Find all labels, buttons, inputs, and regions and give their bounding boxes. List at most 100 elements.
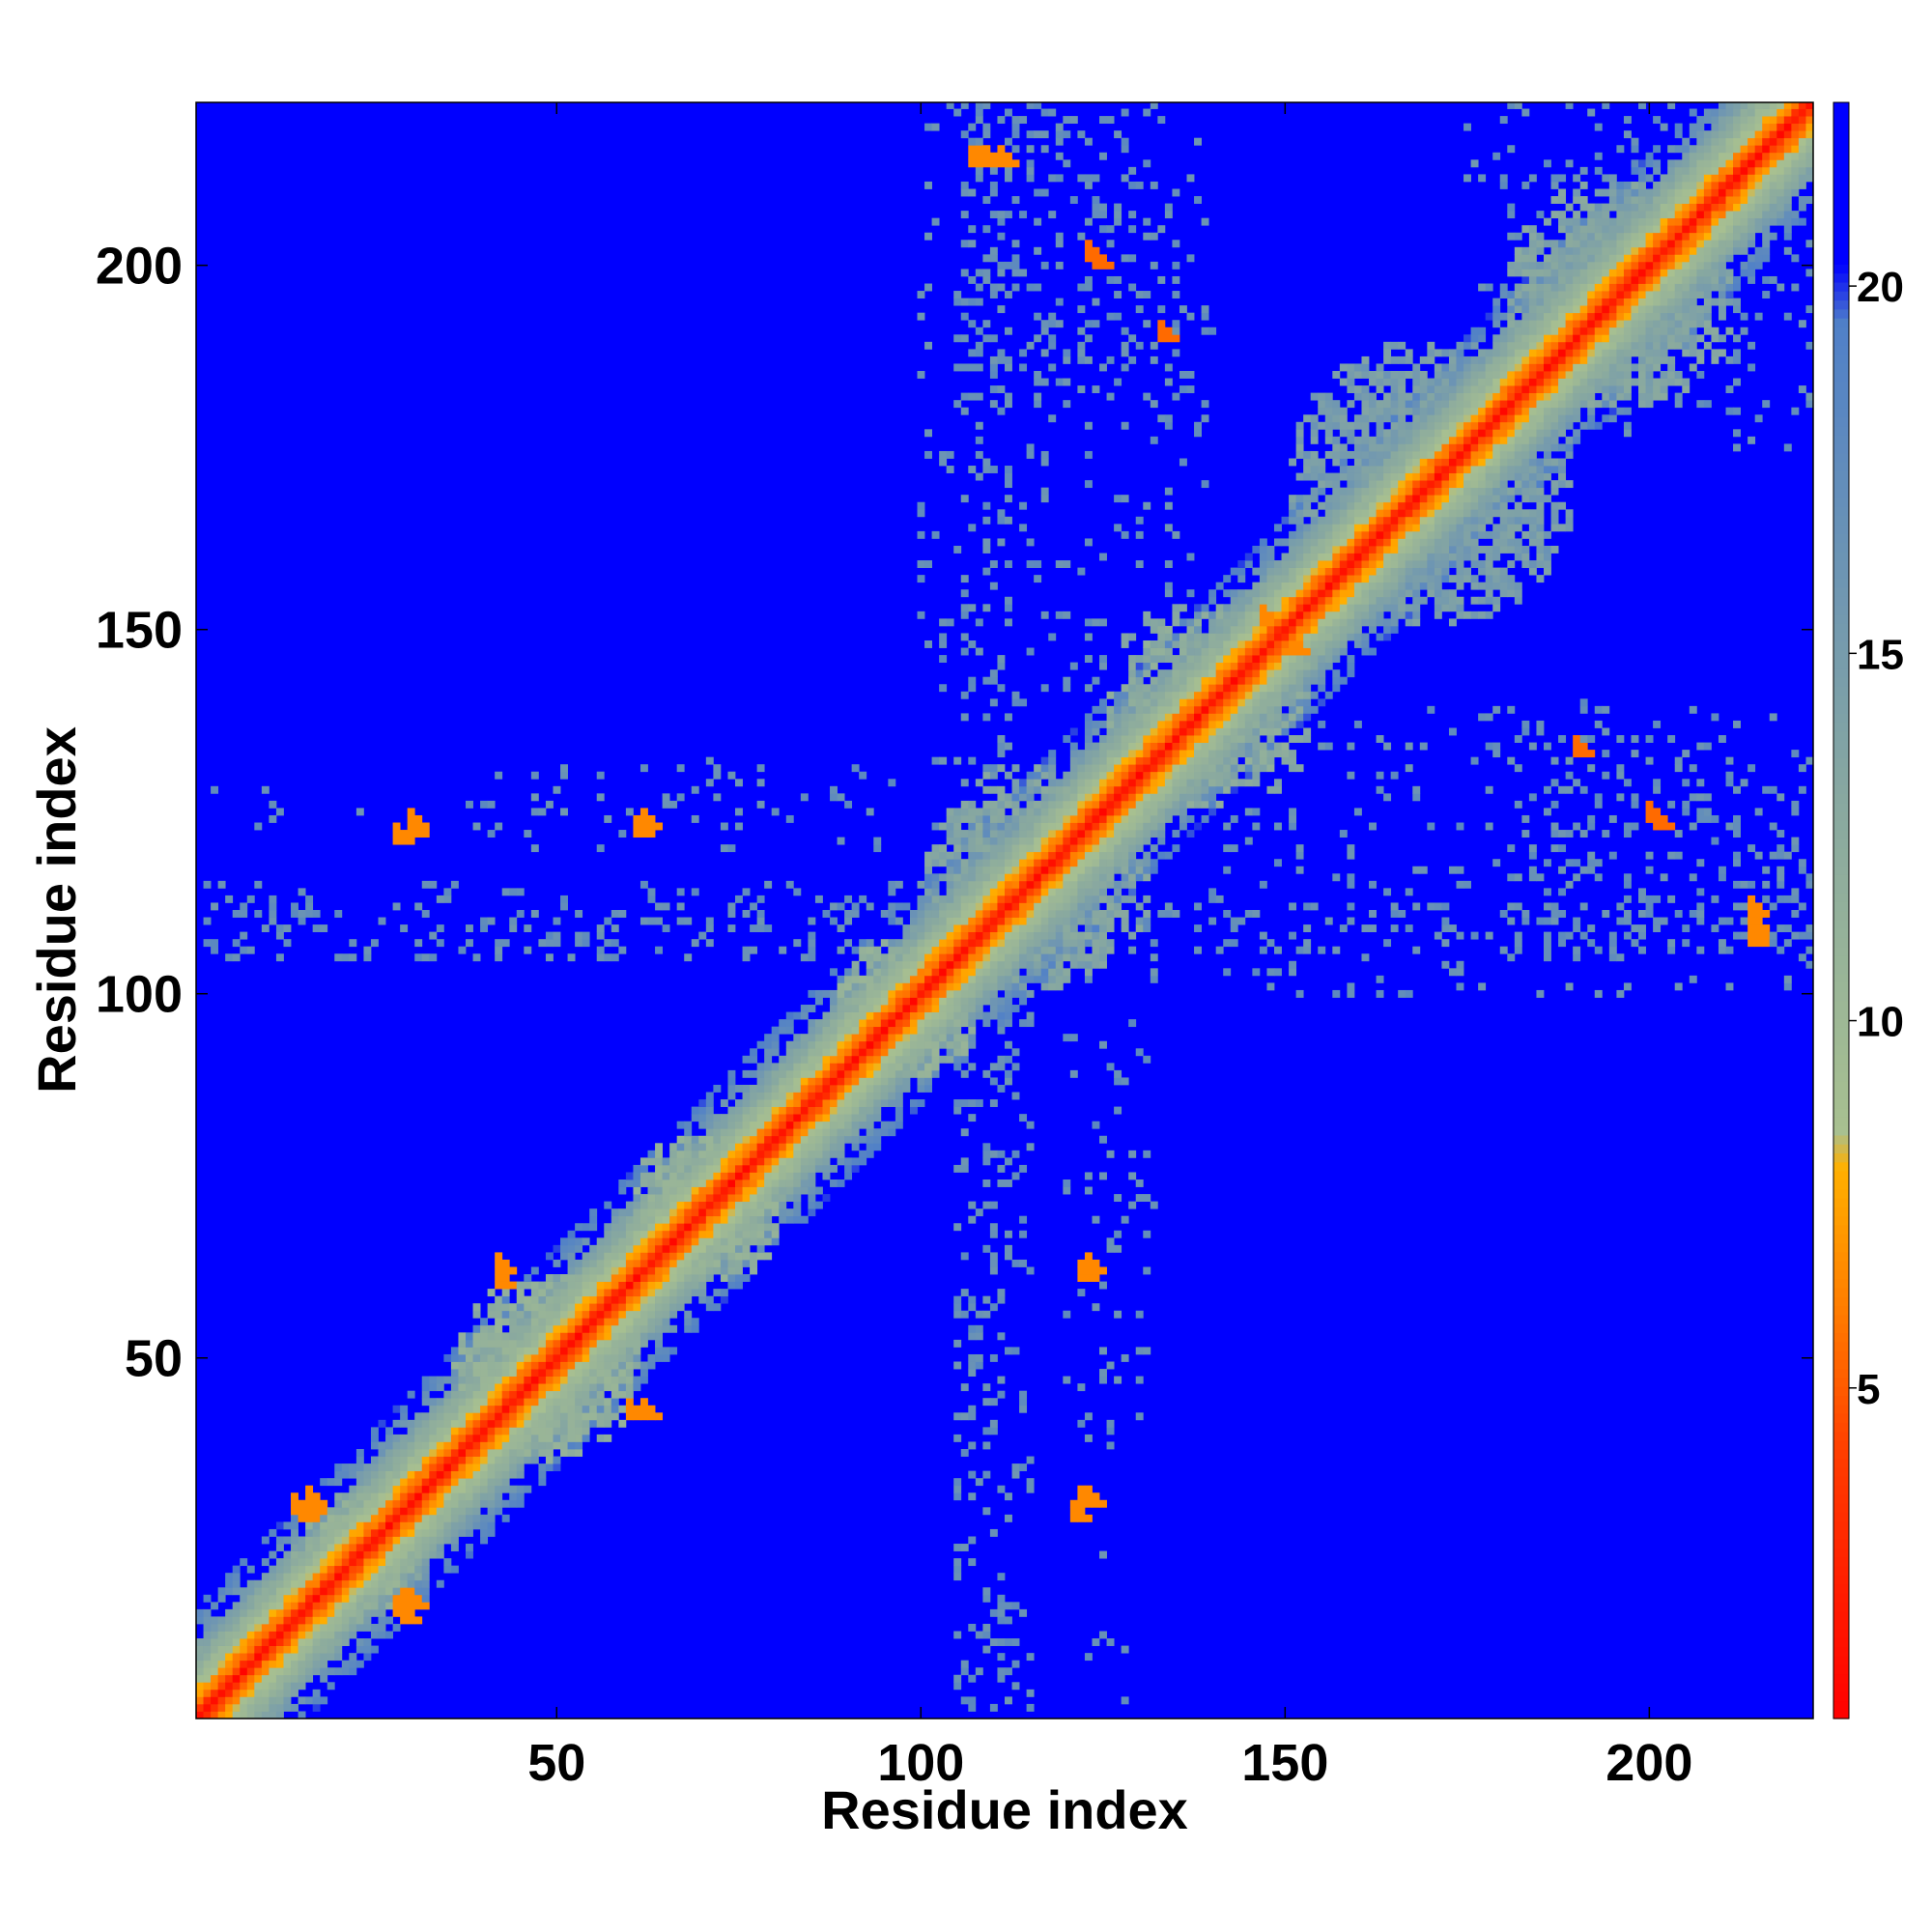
heatmap-cell (639, 1295, 648, 1304)
heatmap-cell (283, 1594, 292, 1603)
heatmap-cell (844, 1040, 853, 1049)
heatmap-cell (1099, 837, 1107, 845)
heatmap-cell (298, 1616, 306, 1625)
heatmap-cell (895, 1084, 903, 1093)
heatmap-cell (414, 1485, 423, 1493)
heatmap-cell (232, 1638, 241, 1646)
heatmap-cell (1150, 1201, 1158, 1209)
heatmap-cell (713, 1208, 722, 1217)
heatmap-cell (472, 1310, 481, 1319)
heatmap-cell (567, 1412, 576, 1421)
heatmap-cell (1201, 662, 1209, 670)
heatmap-cell (880, 1034, 889, 1042)
heatmap-cell (370, 1456, 379, 1464)
heatmap-cell (676, 1179, 685, 1187)
heatmap-cell (305, 1623, 314, 1632)
heatmap-cell (1215, 662, 1224, 670)
heatmap-cell (1135, 676, 1144, 685)
heatmap-cell (713, 764, 722, 773)
heatmap-cell (1157, 327, 1166, 335)
heatmap-cell (604, 1332, 612, 1341)
heatmap-cell (1005, 1244, 1012, 1253)
heatmap-cell (1099, 1172, 1107, 1180)
heatmap-cell (1121, 785, 1129, 794)
heatmap-cell (873, 982, 882, 991)
heatmap-cell (639, 1194, 648, 1203)
heatmap-cell (837, 902, 845, 911)
heatmap-cell (1150, 953, 1158, 962)
heatmap-cell (378, 1594, 386, 1603)
heatmap-cell (472, 1339, 481, 1348)
heatmap-cell (1150, 341, 1158, 350)
heatmap-cell (1114, 275, 1122, 284)
heatmap-cell (334, 1645, 343, 1654)
heatmap-cell (1114, 800, 1122, 809)
heatmap-cell (217, 1645, 226, 1654)
heatmap-cell (676, 1215, 685, 1224)
heatmap-cell (567, 1441, 576, 1450)
heatmap-cell (1040, 764, 1049, 773)
heatmap-cell (1179, 691, 1187, 699)
heatmap-cell (501, 1318, 510, 1326)
heatmap-cell (1055, 298, 1064, 306)
heatmap-cell (567, 1281, 576, 1290)
heatmap-cell (246, 1667, 255, 1676)
heatmap-cell (924, 1019, 932, 1028)
heatmap-cell (1055, 123, 1064, 131)
heatmap-cell (742, 1186, 751, 1195)
heatmap-cell (931, 1069, 940, 1078)
heatmap-cell (400, 1544, 409, 1551)
heatmap-cell (997, 1084, 1006, 1093)
heatmap-cell (639, 1376, 648, 1384)
heatmap-cell (902, 1084, 911, 1093)
heatmap-cell (1034, 844, 1042, 853)
heatmap-cell (1005, 910, 1012, 918)
heatmap-cell (676, 1303, 685, 1312)
heatmap-cell (837, 1026, 845, 1035)
heatmap-cell (982, 123, 991, 131)
heatmap-cell (1077, 814, 1086, 823)
heatmap-cell (305, 1616, 314, 1625)
heatmap-cell (1063, 1179, 1071, 1187)
heatmap-cell (953, 873, 962, 882)
heatmap-cell (1092, 866, 1100, 874)
heatmap-cell (320, 1631, 328, 1639)
heatmap-cell (1034, 392, 1042, 401)
heatmap-cell (676, 888, 685, 896)
heatmap-cell (501, 1369, 510, 1377)
heatmap-cell (378, 1485, 386, 1493)
heatmap-cell (349, 1653, 357, 1662)
heatmap-cell (1092, 880, 1100, 889)
heatmap-cell (553, 1398, 561, 1406)
heatmap-cell (931, 968, 940, 977)
heatmap-cell (1164, 327, 1173, 335)
heatmap-cell (1135, 684, 1144, 693)
heatmap-cell (400, 1579, 409, 1588)
heatmap-cell (538, 1353, 547, 1362)
heatmap-cell (1179, 720, 1187, 728)
heatmap-cell (808, 1034, 816, 1042)
heatmap-cell (989, 997, 998, 1006)
heatmap-cell (450, 1390, 459, 1399)
heatmap-cell (1011, 1048, 1020, 1057)
heatmap-cell (545, 1303, 554, 1312)
heatmap-cell (1077, 283, 1086, 292)
heatmap-cell (1121, 844, 1129, 853)
heatmap-cell (997, 735, 1006, 743)
heatmap-cell (575, 1449, 583, 1457)
heatmap-cell (1055, 261, 1064, 270)
heatmap-cell (662, 1289, 670, 1297)
heatmap-cell (261, 1674, 270, 1683)
heatmap-cell (639, 1223, 648, 1232)
heatmap-cell (254, 910, 263, 918)
heatmap-cell (960, 880, 969, 889)
heatmap-cell (1069, 902, 1078, 911)
heatmap-cell (1019, 924, 1028, 933)
heatmap-cell (1099, 720, 1107, 728)
heatmap-cell (924, 232, 932, 241)
heatmap-cell (553, 1456, 561, 1464)
heatmap-cell (822, 1092, 831, 1100)
heatmap-cell (516, 1412, 525, 1421)
heatmap-cell (662, 1179, 670, 1187)
heatmap-cell (982, 1011, 991, 1020)
